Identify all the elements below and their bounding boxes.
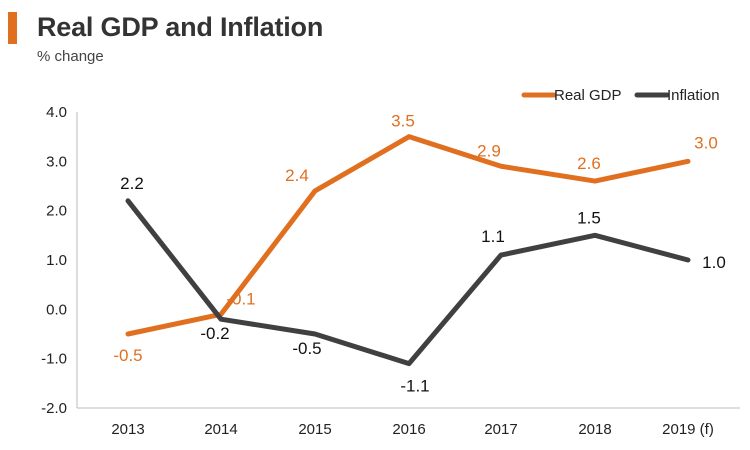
x-tick-label: 2016 bbox=[392, 421, 425, 438]
x-tick-label: 2018 bbox=[578, 421, 611, 438]
chart-title: Real GDP and Inflation bbox=[37, 12, 324, 42]
data-label: 2.9 bbox=[477, 141, 501, 160]
data-label: -1.1 bbox=[400, 377, 429, 396]
data-label: 3.5 bbox=[391, 112, 415, 131]
y-tick-label: 4.0 bbox=[46, 104, 67, 121]
legend-label: Inflation bbox=[667, 87, 720, 104]
y-tick-label: 0.0 bbox=[46, 301, 67, 318]
data-label: 1.5 bbox=[577, 208, 601, 227]
data-label: 2.4 bbox=[285, 166, 309, 185]
legend-label: Real GDP bbox=[554, 87, 622, 104]
data-label: 1.0 bbox=[702, 253, 726, 272]
data-label: 2.6 bbox=[577, 154, 601, 173]
data-label: 1.1 bbox=[481, 227, 505, 246]
data-label: -0.5 bbox=[113, 346, 142, 365]
x-tick-label: 2019 (f) bbox=[662, 421, 714, 438]
data-label: 3.0 bbox=[694, 133, 718, 152]
x-tick-label: 2014 bbox=[204, 421, 237, 438]
data-label: -0.5 bbox=[292, 339, 321, 358]
data-label: -0.1 bbox=[226, 289, 255, 308]
x-tick-label: 2013 bbox=[111, 421, 144, 438]
y-tick-label: -1.0 bbox=[41, 351, 67, 368]
x-tick-label: 2015 bbox=[298, 421, 331, 438]
y-tick-label: 2.0 bbox=[46, 203, 67, 220]
chart-subtitle: % change bbox=[37, 48, 104, 65]
title-accent-bar bbox=[8, 12, 17, 44]
y-tick-label: 1.0 bbox=[46, 252, 67, 269]
y-tick-label: 3.0 bbox=[46, 153, 67, 170]
data-label: 2.2 bbox=[120, 174, 144, 193]
x-tick-label: 2017 bbox=[484, 421, 517, 438]
data-label: -0.2 bbox=[200, 324, 229, 343]
y-tick-label: -2.0 bbox=[41, 400, 67, 417]
